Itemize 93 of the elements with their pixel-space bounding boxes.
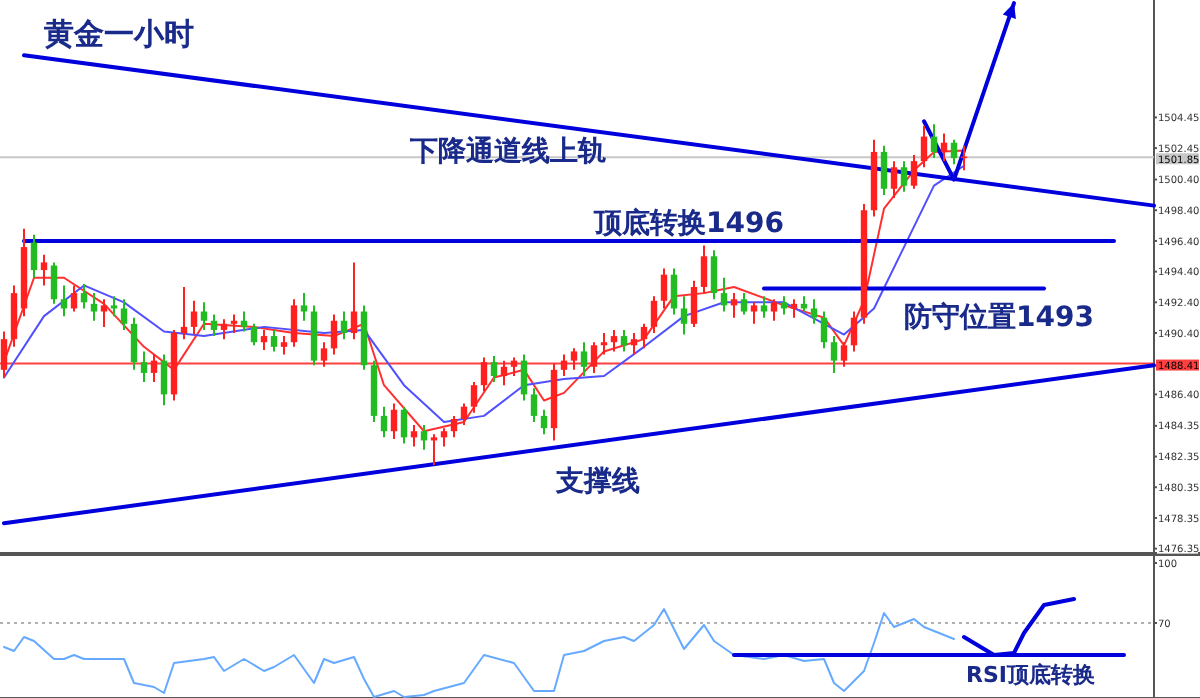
candlestick [730, 292, 738, 319]
line-series [3, 608, 955, 698]
candlestick [850, 310, 858, 353]
candlestick [140, 350, 148, 384]
candlestick [470, 381, 478, 414]
candlestick [40, 253, 48, 287]
annotation: 顶底转换1496 [592, 206, 784, 240]
candlestick [760, 295, 768, 319]
candlestick [770, 298, 778, 322]
candlestick [10, 284, 18, 348]
candlestick [580, 341, 588, 377]
candlestick [680, 295, 688, 336]
candlestick [460, 402, 468, 427]
candlestick [300, 292, 308, 322]
candlestick [150, 353, 158, 384]
candlestick [410, 424, 418, 448]
candlestick [560, 353, 568, 377]
candlestick [660, 267, 668, 310]
candlestick [380, 405, 388, 439]
candlestick [510, 356, 518, 377]
candlestick [130, 316, 138, 371]
candlestick [50, 261, 58, 305]
candlestick [810, 298, 818, 325]
candlestick [590, 341, 598, 374]
candlestick [250, 322, 258, 347]
annotation: 下降通道线上轨 [408, 134, 606, 168]
annotation: 支撑线 [554, 466, 640, 498]
candlestick [490, 355, 498, 384]
candlestick [500, 359, 508, 387]
candlestick [570, 347, 578, 371]
candlestick [420, 424, 428, 451]
candlestick [670, 267, 678, 316]
candlestick [930, 123, 938, 160]
candlestick [320, 341, 328, 368]
candlestick [780, 295, 788, 316]
candlestick [160, 353, 168, 407]
candlestick [900, 160, 908, 193]
candlestick [520, 353, 528, 402]
candlestick [540, 408, 548, 436]
candlestick [390, 402, 398, 440]
candlestick [610, 328, 618, 353]
candlestick [280, 335, 288, 356]
candlestick [190, 299, 198, 336]
candlestick [530, 387, 538, 424]
candlestick [80, 282, 88, 310]
candlestick [100, 298, 108, 328]
candlestick [690, 279, 698, 328]
candlestick [110, 295, 118, 318]
candlestick [600, 332, 608, 356]
candlestick [700, 244, 708, 295]
candlestick [710, 249, 718, 301]
candlestick [740, 292, 748, 316]
candlestick [240, 310, 248, 333]
annotation: RSI顶底转换 [966, 662, 1095, 688]
candlestick [910, 154, 918, 190]
candlestick [920, 124, 928, 169]
candlestick [180, 285, 188, 341]
candlestick [890, 160, 898, 199]
candlestick [330, 313, 338, 356]
candlestick [30, 233, 38, 279]
candlestick [480, 356, 488, 393]
candlestick [950, 138, 958, 166]
candlestick [210, 313, 218, 338]
candlestick [90, 292, 98, 322]
candlestick [650, 295, 658, 335]
candlestick [820, 310, 828, 350]
candlestick [220, 318, 228, 341]
candlestick [430, 433, 438, 466]
candlestick [290, 298, 298, 348]
candlestick [620, 328, 628, 353]
candlestick [200, 301, 208, 331]
candlestick [70, 284, 78, 313]
candlestick [230, 313, 238, 335]
candlestick [260, 328, 268, 351]
candlestick [120, 298, 128, 331]
candlestick [640, 322, 648, 350]
candlestick [400, 405, 408, 445]
annotation: 防守位置1493 [904, 300, 1094, 334]
candlestick [350, 261, 358, 341]
candlestick [840, 341, 848, 368]
candlestick [720, 276, 728, 313]
candlestick [270, 328, 278, 353]
candlestick [630, 332, 638, 356]
candlestick [450, 414, 458, 439]
candlestick [60, 284, 68, 318]
candlestick [880, 144, 888, 196]
text: 黄金一小时 [42, 16, 194, 52]
candlestick [0, 330, 8, 379]
candlestick [940, 132, 948, 163]
candlestick [440, 427, 448, 448]
candlestick [750, 301, 758, 325]
candlestick [830, 335, 838, 374]
candlestick [340, 310, 348, 341]
